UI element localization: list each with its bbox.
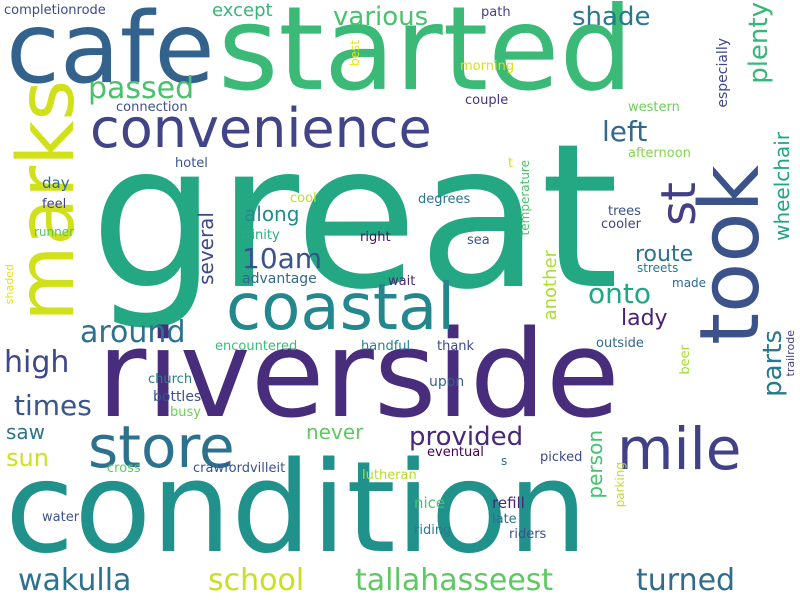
word-tallahasseest: tallahasseest [355, 563, 554, 598]
word-school: school [208, 563, 305, 598]
word-day: day [42, 174, 70, 192]
word-riverside: riverside [97, 306, 620, 445]
word-shade: shade [572, 2, 651, 32]
word-bottles: bottles [153, 389, 202, 405]
word-feel: feel [42, 197, 67, 212]
word-hotel: hotel [175, 156, 208, 171]
word-several: several [194, 212, 218, 285]
word-never: never [306, 420, 364, 444]
word-connection: connection [116, 100, 188, 115]
word-lutheran: lutheran [362, 468, 417, 483]
word-lady: lady [621, 306, 668, 331]
word-another: another [540, 250, 561, 321]
word-convenience: convenience [90, 97, 432, 160]
word-sun: sun [6, 444, 49, 472]
word-sea: sea [467, 233, 490, 248]
word-parking: parking [613, 462, 627, 508]
word-cool: cool [290, 191, 317, 206]
word-coastal: coastal [226, 271, 455, 345]
word-provided: provided [409, 422, 524, 452]
word-upon: upon [429, 374, 465, 390]
word-best: best [348, 40, 362, 66]
word-turned: turned [636, 563, 736, 598]
word-shaded: shaded [3, 264, 16, 305]
word-plenty: plenty [744, 2, 774, 84]
word-passed: passed [88, 71, 195, 106]
word-runner: runner [34, 225, 75, 239]
word-mile: mile [617, 415, 742, 483]
word-trailrode: trailrode [784, 330, 797, 377]
word-cross: cross [107, 461, 141, 476]
word-eventual: eventual [427, 445, 484, 460]
word-great: great [90, 101, 619, 334]
word-times: times [14, 389, 92, 422]
word-parts: parts [758, 330, 788, 397]
word-afternoon: afternoon [628, 146, 691, 161]
word-completionrode: completionrode [4, 3, 106, 18]
word-wheelchair: wheelchair [770, 132, 794, 241]
word-s: s [501, 454, 508, 468]
word-beer: beer [678, 345, 693, 375]
word-late: late [492, 512, 517, 527]
word-cafe: cafe [6, 0, 215, 106]
word-wait: wait [388, 274, 416, 289]
word-riding: riding [414, 523, 452, 538]
word-cooler: cooler [601, 217, 642, 232]
word-store: store [88, 413, 235, 481]
word-made: made [672, 276, 707, 290]
word-temperature: temperature [518, 160, 532, 236]
word-t: t [508, 156, 514, 171]
word-handful: handful [361, 339, 411, 354]
word-nice: nice [414, 494, 446, 512]
word-morning: morning [460, 59, 515, 74]
word-riders: riders [509, 527, 547, 542]
word-person: person [583, 430, 607, 499]
word-especially: especially [715, 38, 731, 108]
word-church: church [148, 372, 193, 387]
word-st: st [651, 182, 707, 226]
word-started: started [218, 0, 634, 117]
word-crawfordvilleit: crawfordvilleit [193, 461, 286, 476]
word-10am: 10am [242, 242, 323, 275]
word-streets: streets [637, 261, 679, 275]
word-except: except [212, 0, 273, 21]
word-encountered: encountered [215, 339, 298, 354]
word-route: route [635, 242, 694, 267]
word-couple: couple [465, 93, 509, 108]
word-advantage: advantage [242, 271, 317, 287]
word-trees: trees [608, 204, 641, 219]
word-trinity: trinity [241, 228, 280, 243]
word-right: right [360, 230, 391, 245]
word-thank: thank [437, 339, 475, 354]
word-onto: onto [588, 277, 651, 310]
word-various: various [333, 2, 429, 32]
word-wakulla: wakulla [18, 563, 132, 598]
word-condition: condition [5, 434, 588, 581]
word-refill: refill [492, 494, 525, 512]
word-picked: picked [540, 450, 583, 465]
word-outside: outside [596, 336, 644, 351]
word-around: around [80, 315, 186, 350]
word-left: left [602, 115, 648, 148]
word-busy: busy [170, 405, 201, 420]
word-water: water [42, 510, 80, 525]
word-degrees: degrees [418, 192, 471, 207]
word-along: along [244, 202, 300, 226]
word-path: path [481, 5, 511, 20]
word-saw: saw [6, 420, 46, 444]
word-high: high [4, 345, 70, 380]
word-western: western [628, 100, 680, 115]
